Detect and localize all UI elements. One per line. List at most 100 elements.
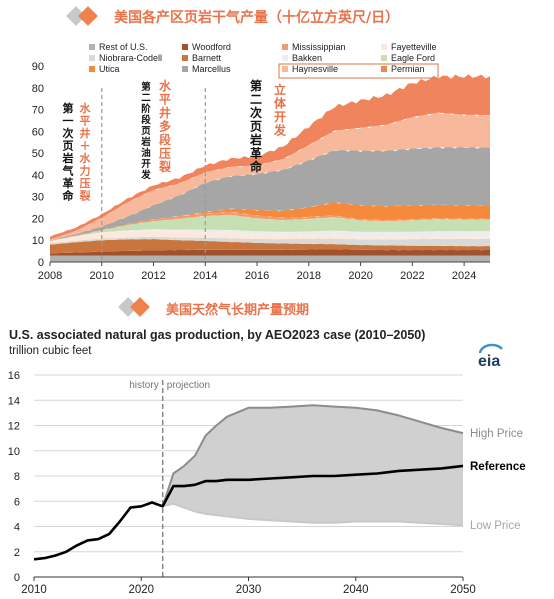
x-tick-label: 2010: [21, 584, 47, 596]
legend-label: Barnett: [192, 53, 222, 63]
x-tick-label: 2030: [236, 584, 262, 596]
annotation-char: 页: [141, 126, 151, 137]
banner-title-1: 美国各产区页岩干气产量（十亿立方英尺/日）: [114, 10, 400, 26]
annotation-char: 裂: [158, 159, 171, 174]
annotation-char: 气: [62, 164, 74, 178]
y-tick-label: 0: [14, 572, 20, 584]
x-tick-label: 2008: [38, 270, 62, 282]
legend-label: Bakken: [292, 53, 322, 63]
y-tick-label: 0: [38, 257, 44, 269]
annotation-char: 平: [80, 115, 91, 128]
annotation-char: 压: [159, 147, 171, 161]
annotation-char: 命: [62, 189, 75, 203]
annotation-char: 平: [159, 93, 171, 107]
annotation-char: 水: [80, 151, 92, 165]
x-tick-label: 2022: [400, 270, 424, 282]
series-line-high-price: [161, 404, 464, 507]
annotation-char: 一: [63, 116, 74, 128]
x-tick-label: 2012: [141, 270, 165, 282]
annotation-char: 岩: [62, 151, 74, 165]
legend-highlight-box: [278, 63, 439, 79]
y-tick-label: 6: [14, 496, 20, 508]
legend-label: Utica: [99, 64, 120, 74]
area-series-rest-of-u-s-: [50, 255, 490, 262]
y-tick-label: 8: [14, 471, 20, 483]
y-tick-label: 80: [32, 83, 44, 95]
legend-label: Mississippian: [292, 42, 346, 52]
annotation-char: 油: [141, 147, 151, 159]
y-tick-label: 10: [32, 235, 44, 247]
x-tick-label: 2018: [297, 270, 321, 282]
legend-label: Haynesville: [292, 64, 338, 74]
area-series-bakken: [50, 229, 490, 242]
legend-swatch: [89, 55, 95, 61]
annotation-char: 岩: [140, 136, 151, 148]
series-line-low-price: [162, 502, 464, 527]
area-series-permian: [50, 74, 490, 240]
series-label-high-price: High Price: [470, 428, 523, 440]
annotation-char: 次: [63, 126, 74, 140]
area-series-eagle-ford: [50, 214, 490, 241]
legend-swatch: [282, 44, 288, 50]
annotation-char: 水: [80, 101, 92, 115]
series-label-low-price: Low Price: [470, 520, 521, 532]
annotation-char: 二: [141, 93, 151, 104]
eia-logo-text: eia: [478, 353, 500, 369]
y-tick-label: 2: [14, 547, 20, 559]
area-series-haynesville: [50, 111, 490, 241]
section-banner-1: 美国各产区页岩干气产量（十亿立方英尺/日）: [0, 4, 399, 30]
area-series-utica: [50, 202, 490, 241]
y-tick-label: 40: [32, 170, 44, 182]
annotation-char: 多: [159, 119, 171, 134]
annotation-char: 力: [80, 164, 91, 178]
legend-label: Fayetteville: [391, 42, 437, 52]
annotation-char: 开: [141, 159, 151, 170]
x-tick-label: 2010: [90, 270, 114, 282]
y-tick-label: 20: [32, 213, 44, 225]
annotation-char: 第: [250, 78, 262, 93]
annotation-char: 岩: [249, 132, 262, 147]
x-tick-label: 2020: [348, 270, 372, 282]
chart2-unit-label: trillion cubic feet: [9, 345, 92, 357]
legend-label: Rest of U.S.: [99, 42, 148, 52]
legend-swatch: [182, 44, 188, 50]
annotation-char: 页: [250, 120, 262, 134]
annotation-char: 发: [140, 169, 151, 181]
legend-label: Marcellus: [192, 64, 231, 74]
area-series-barnett: [50, 239, 490, 254]
legend-swatch: [182, 55, 188, 61]
annotation-char: 阶: [141, 103, 151, 115]
legend-swatch: [381, 55, 387, 61]
y-tick-label: 50: [32, 148, 44, 160]
legend-swatch: [381, 66, 387, 72]
chart2-title: U.S. associated natural gas production, …: [9, 328, 426, 342]
annotation-char: 水: [159, 78, 172, 93]
annotation-char: 段: [159, 132, 172, 147]
x-tick-label: 2024: [452, 270, 476, 282]
annotation-char: 次: [250, 105, 262, 120]
legend-label: Woodford: [192, 42, 231, 52]
annotation-char: 页: [63, 140, 74, 153]
legend-swatch: [89, 66, 95, 72]
annotation-char: 井: [159, 105, 171, 120]
y-tick-label: 90: [32, 61, 44, 73]
annotation-char: 命: [249, 159, 263, 174]
legend-swatch: [381, 44, 387, 50]
y-tick-label: 4: [14, 522, 20, 534]
annotation-char: 革: [250, 146, 262, 161]
legend-swatch: [89, 44, 95, 50]
y-tick-label: 14: [8, 395, 20, 407]
y-tick-label: 12: [8, 421, 20, 433]
annotation-char: 发: [273, 123, 287, 138]
annotation-char: 井: [80, 126, 91, 140]
y-tick-label: 16: [8, 370, 20, 382]
y-tick-label: 70: [32, 105, 44, 117]
y-tick-label: 10: [8, 446, 20, 458]
area-series-niobrara-codell: [50, 236, 490, 247]
x-tick-label: 2050: [450, 584, 476, 596]
area-series-mississippian: [50, 211, 490, 241]
